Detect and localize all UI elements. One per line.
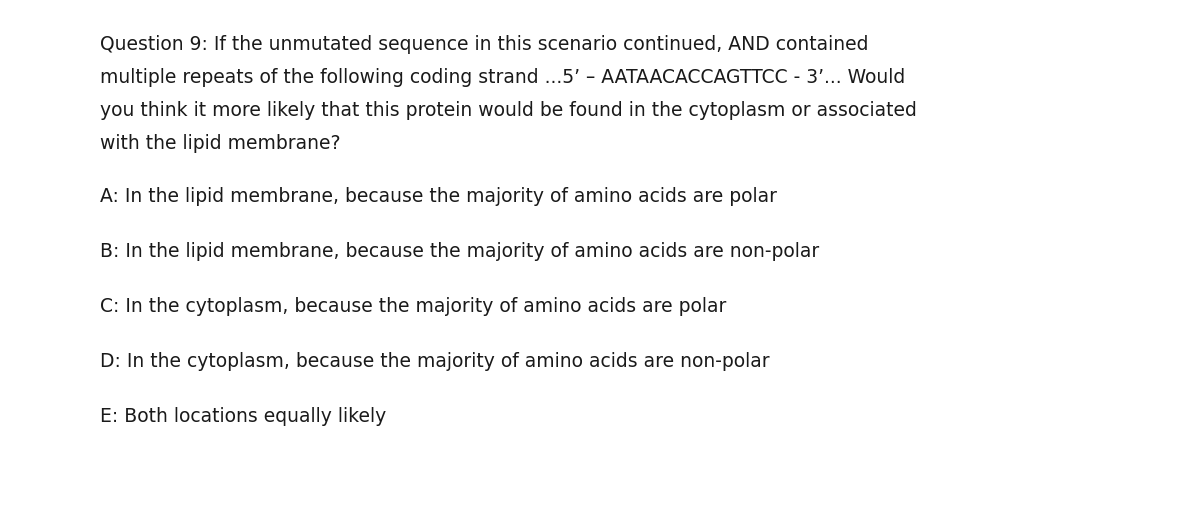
Text: with the lipid membrane?: with the lipid membrane? [100, 134, 341, 153]
Text: you think it more likely that this protein would be found in the cytoplasm or as: you think it more likely that this prote… [100, 101, 917, 120]
Text: multiple repeats of the following coding strand ...5’ – AATAACACCAGTTCC - 3’... : multiple repeats of the following coding… [100, 68, 905, 87]
Text: E: Both locations equally likely: E: Both locations equally likely [100, 407, 387, 426]
Text: Question 9: If the unmutated sequence in this scenario continued, AND contained: Question 9: If the unmutated sequence in… [100, 35, 869, 54]
Text: A: In the lipid membrane, because the majority of amino acids are polar: A: In the lipid membrane, because the ma… [100, 187, 777, 206]
Text: C: In the cytoplasm, because the majority of amino acids are polar: C: In the cytoplasm, because the majorit… [100, 297, 726, 316]
Text: D: In the cytoplasm, because the majority of amino acids are non-polar: D: In the cytoplasm, because the majorit… [100, 352, 770, 371]
Text: B: In the lipid membrane, because the majority of amino acids are non-polar: B: In the lipid membrane, because the ma… [100, 242, 819, 261]
